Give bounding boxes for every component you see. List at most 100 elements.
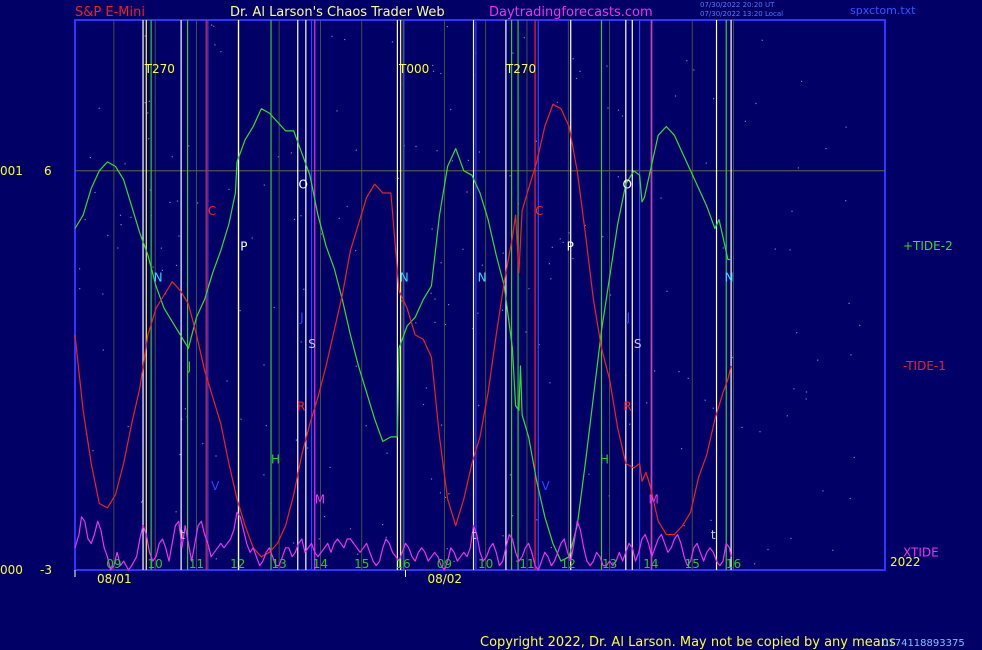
noise-dot — [525, 331, 527, 333]
noise-dot — [432, 70, 435, 72]
series-line-tide-1 — [74, 103, 732, 558]
noise-dot — [712, 407, 714, 409]
event-label: O — [299, 178, 308, 192]
noise-dot — [440, 72, 442, 75]
noise-dot — [790, 537, 792, 539]
series-line-tide-2 — [74, 108, 732, 562]
noise-dot — [845, 200, 847, 202]
noise-dot — [425, 387, 427, 389]
y-tick-label: 6 — [44, 164, 52, 178]
noise-dot — [148, 100, 150, 102]
noise-dot — [300, 341, 302, 343]
x-tick-label: 14 — [313, 557, 328, 571]
noise-dot — [102, 349, 104, 351]
noise-dot — [755, 102, 757, 105]
noise-dot — [120, 224, 122, 226]
noise-dot — [220, 51, 222, 53]
noise-dot — [329, 466, 331, 468]
event-label: t — [711, 528, 716, 542]
timestamp-local: 07/30/2022 13:20 Local — [700, 10, 784, 18]
noise-dot — [523, 37, 525, 39]
noise-dot — [681, 448, 683, 450]
noise-dot — [741, 426, 743, 428]
noise-dot — [188, 145, 190, 147]
x-tick-label: 11 — [189, 557, 204, 571]
y-tick-label: -3 — [40, 563, 52, 577]
noise-dot — [478, 151, 480, 153]
event-lines — [142, 20, 732, 570]
noise-dot — [535, 140, 537, 142]
site-link[interactable]: Daytradingforecasts.com — [489, 5, 653, 20]
noise-dot — [481, 264, 483, 266]
noise-dot — [646, 402, 648, 404]
noise-dot — [430, 478, 433, 480]
event-label: J — [187, 359, 192, 373]
noise-dot — [117, 247, 119, 249]
event-label: M — [648, 492, 658, 506]
noise-dot — [318, 538, 320, 540]
noise-dot — [79, 268, 81, 270]
x-tick-label: 15 — [685, 557, 700, 571]
noise-dot — [161, 269, 163, 271]
noise-dot — [265, 425, 267, 427]
series-label: -TIDE-1 — [903, 359, 946, 373]
noise-dot — [431, 228, 433, 230]
symbol-label: S&P E-Mini — [75, 5, 145, 20]
noise-dot — [548, 263, 550, 265]
date-tick-label: 08/02 — [427, 572, 462, 586]
noise-dot — [713, 98, 715, 100]
noise-dot — [446, 26, 448, 28]
noise-dot — [197, 202, 199, 204]
series-label: +TIDE-2 — [903, 239, 953, 253]
noise-dot — [175, 264, 178, 266]
noise-dot — [617, 109, 620, 111]
noise-dot — [850, 354, 852, 356]
noise-dot — [687, 377, 689, 379]
noise-dot — [466, 191, 468, 193]
noise-dot — [606, 65, 608, 67]
event-label: N — [478, 271, 487, 285]
noise-dot — [502, 535, 504, 537]
event-label: S — [634, 337, 642, 351]
noise-dot — [391, 41, 393, 43]
noise-dot — [774, 248, 776, 250]
noise-dot — [215, 455, 217, 457]
noise-dot — [789, 249, 791, 251]
event-label: V — [211, 479, 220, 493]
noise-dot — [683, 525, 685, 527]
noise-dot — [825, 148, 827, 150]
y-axis-bottom-code: 000 — [0, 563, 23, 577]
event-label: T270 — [505, 62, 536, 76]
noise-dot — [346, 205, 348, 208]
date-tick-label: 08/01 — [97, 572, 132, 586]
noise-dot — [666, 290, 668, 292]
noise-dot — [550, 546, 552, 549]
noise-dot — [336, 110, 338, 112]
noise-dot — [263, 474, 265, 476]
noise-dot — [477, 312, 479, 314]
noise-dot — [215, 558, 217, 560]
noise-dot — [127, 425, 129, 428]
noise-dot — [849, 497, 851, 500]
noise-dot — [386, 452, 388, 454]
noise-dot — [516, 560, 518, 562]
event-label: O — [623, 178, 632, 192]
event-label: P — [240, 240, 247, 254]
noise-dot — [451, 160, 454, 162]
noise-dot — [263, 364, 265, 366]
noise-dot — [441, 424, 443, 426]
noise-dot — [365, 425, 367, 427]
noise-dot — [732, 356, 734, 359]
noise-dot — [415, 322, 417, 324]
noise-dot — [98, 107, 100, 109]
x-tick-label: 13 — [602, 557, 617, 571]
series-label: XTIDE — [903, 545, 939, 559]
noise-dot — [107, 234, 109, 236]
noise-dot — [845, 126, 847, 128]
noise-dot — [562, 241, 564, 243]
noise-dot — [79, 288, 81, 290]
noise-dot — [559, 238, 561, 240]
noise-dot — [228, 188, 230, 190]
noise-dot — [853, 456, 855, 459]
